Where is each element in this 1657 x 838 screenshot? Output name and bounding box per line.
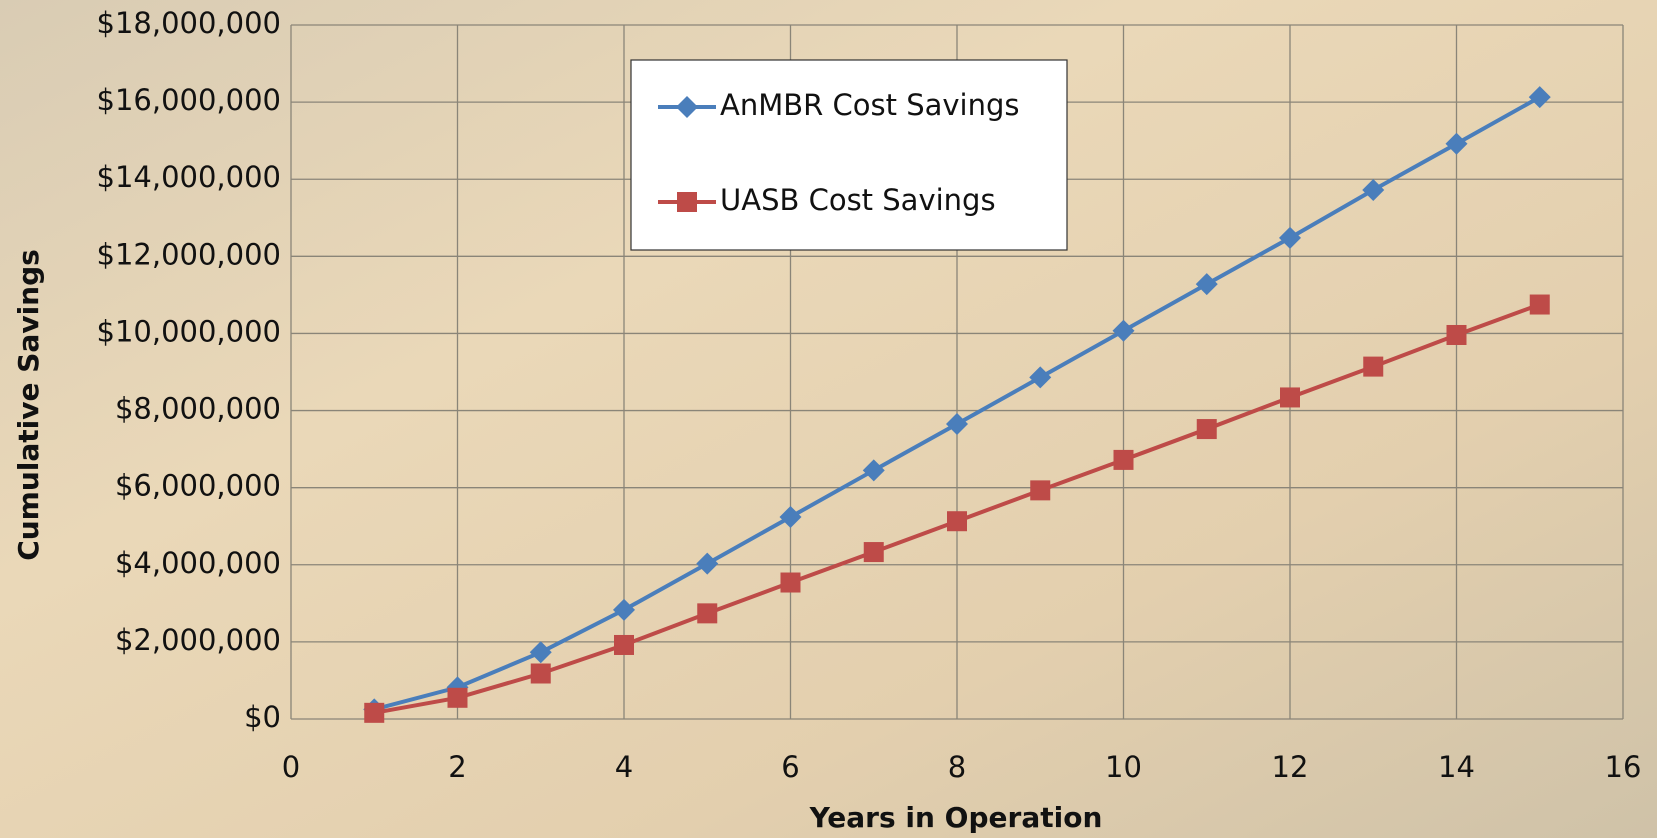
marker xyxy=(1280,387,1300,408)
marker xyxy=(530,663,551,684)
marker xyxy=(1362,179,1385,202)
x-tick-label: 2 xyxy=(448,750,466,784)
marker xyxy=(696,552,719,575)
marker xyxy=(697,603,718,624)
x-tick-label: 4 xyxy=(615,750,633,784)
plot xyxy=(363,86,1551,723)
marker xyxy=(862,459,885,482)
legend-label: AnMBR Cost Savings xyxy=(720,88,1020,122)
x-tick-label: 0 xyxy=(282,750,300,784)
y-tick-label: $10,000,000 xyxy=(97,314,282,348)
y-tick-label: $14,000,000 xyxy=(97,160,282,194)
marker xyxy=(863,542,884,563)
y-tick-label: $18,000,000 xyxy=(97,6,282,40)
marker xyxy=(614,634,634,655)
marker xyxy=(1528,86,1551,109)
marker xyxy=(1529,294,1550,315)
x-axis-title: Years in Operation xyxy=(809,801,1103,834)
marker xyxy=(1112,319,1135,342)
y-tick-label: $0 xyxy=(244,700,281,734)
marker xyxy=(1030,480,1051,501)
x-tick-label: 6 xyxy=(781,750,799,784)
marker xyxy=(364,702,385,723)
x-tick-label: 14 xyxy=(1438,750,1475,784)
marker xyxy=(779,505,802,528)
marker xyxy=(1279,226,1301,249)
legend-label: UASB Cost Savings xyxy=(720,183,996,217)
marker xyxy=(780,572,801,593)
y-tick-label: $12,000,000 xyxy=(97,237,282,271)
marker xyxy=(1445,132,1468,155)
marker xyxy=(947,511,967,532)
y-tick-label: $4,000,000 xyxy=(115,546,281,580)
marker xyxy=(1363,356,1384,377)
marker xyxy=(529,641,552,664)
marker xyxy=(946,413,968,436)
marker xyxy=(1195,273,1218,296)
marker xyxy=(677,192,697,212)
x-tick-label: 10 xyxy=(1105,750,1142,784)
y-tick-label: $8,000,000 xyxy=(115,392,281,426)
marker xyxy=(613,598,635,621)
y-tick-label: $2,000,000 xyxy=(115,623,281,657)
x-tick-label: 8 xyxy=(948,750,966,784)
legend: AnMBR Cost Savings UASB Cost Savings xyxy=(658,88,1020,217)
y-axis-title: Cumulative Savings xyxy=(12,249,45,561)
marker xyxy=(1196,419,1217,440)
marker xyxy=(1113,449,1134,470)
grid: $0 $2,000,000 $4,000,000 $6,000,000 $8,000,0… xyxy=(97,6,1642,784)
x-tick-label: 16 xyxy=(1605,750,1642,784)
y-tick-label: $16,000,000 xyxy=(97,83,282,117)
marker xyxy=(676,96,698,118)
x-tick-label: 12 xyxy=(1272,750,1309,784)
marker xyxy=(447,687,468,708)
legend-box xyxy=(630,59,1068,251)
y-tick-label: $6,000,000 xyxy=(115,469,281,503)
marker xyxy=(1029,366,1052,389)
marker xyxy=(1446,324,1467,345)
